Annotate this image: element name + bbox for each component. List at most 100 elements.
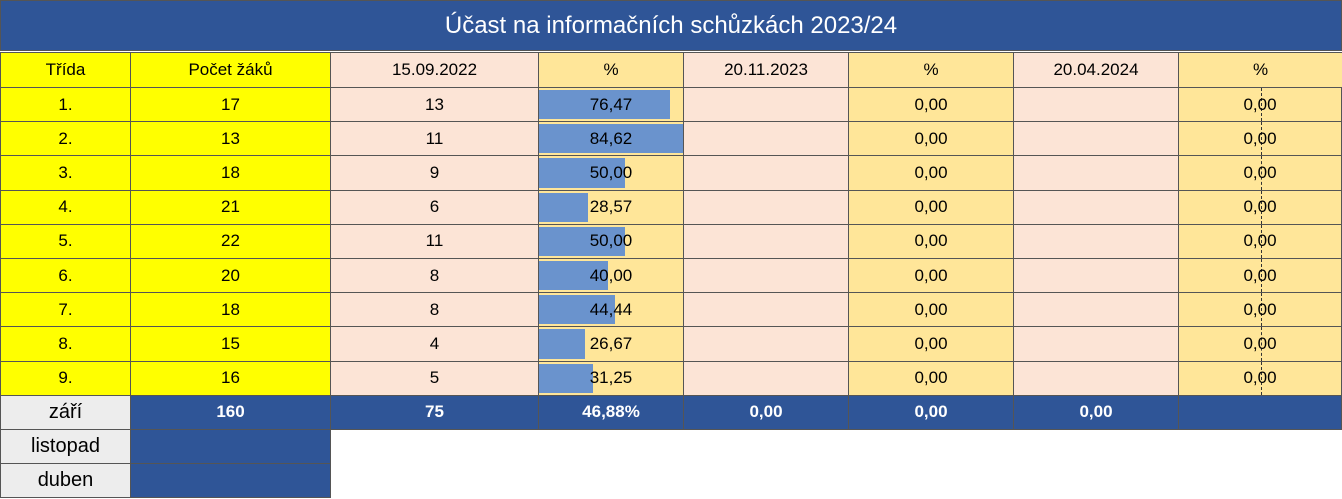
percent-cell: 0,00 — [1178, 292, 1342, 328]
summary-cell: 75 — [330, 394, 539, 430]
data-bar — [539, 124, 683, 154]
cell-text: září — [48, 400, 83, 423]
class-cell: 7. — [0, 292, 131, 328]
cell-text: 0,00 — [914, 162, 948, 182]
cell-text: 0,00 — [1243, 333, 1277, 353]
summary-cell: 0,00 — [1013, 394, 1179, 430]
cell-text: 15 — [221, 333, 240, 353]
cell-text: 0,00 — [1243, 368, 1277, 388]
cell-text: 50,00 — [589, 231, 633, 251]
percent-cell: 0,00 — [848, 223, 1014, 259]
count-cell: 21 — [130, 189, 331, 225]
cell-text: 160 — [216, 402, 245, 422]
summary-cell: 46,88% — [538, 394, 684, 430]
summary-label: září — [0, 394, 131, 430]
cell-text: 15.09.2022 — [391, 60, 478, 79]
cell-text: 1. — [58, 94, 73, 114]
present-cell — [683, 87, 849, 123]
cell-text: 6 — [429, 197, 440, 217]
present-cell — [683, 121, 849, 157]
count-cell: 15 — [130, 326, 331, 362]
present-cell — [1013, 155, 1179, 191]
data-bar — [539, 329, 585, 359]
present-cell: 13 — [330, 87, 539, 123]
cell-text: 0,00 — [914, 368, 948, 388]
count-cell: 18 — [130, 292, 331, 328]
cell-text: 8. — [58, 333, 73, 353]
class-cell: 6. — [0, 258, 131, 294]
present-cell: 9 — [330, 155, 539, 191]
cell-text: 26,67 — [589, 333, 633, 353]
column-header: Třída — [0, 52, 131, 88]
month-total — [130, 429, 331, 465]
percent-cell: 31,25 — [538, 360, 684, 396]
cell-text: 0,00 — [914, 128, 948, 148]
cell-text: 18 — [221, 162, 240, 182]
present-cell: 11 — [330, 223, 539, 259]
count-cell: 13 — [130, 121, 331, 157]
percent-cell: 40,00 — [538, 258, 684, 294]
present-cell — [1013, 292, 1179, 328]
cell-text: 0,00 — [914, 94, 948, 114]
percent-cell: 0,00 — [1178, 326, 1342, 362]
count-cell: 16 — [130, 360, 331, 396]
cell-text: 22 — [221, 231, 240, 251]
cell-text: 11 — [425, 231, 444, 251]
percent-cell: 0,00 — [1178, 155, 1342, 191]
bar-axis — [1261, 361, 1262, 395]
cell-text: 75 — [425, 402, 444, 422]
cell-text: 2. — [58, 128, 73, 148]
cell-text: 18 — [221, 299, 240, 319]
present-cell — [1013, 258, 1179, 294]
percent-cell: 26,67 — [538, 326, 684, 362]
data-bar — [539, 295, 616, 325]
count-cell: 18 — [130, 155, 331, 191]
percent-cell: 0,00 — [848, 360, 1014, 396]
cell-text: 0,00 — [914, 299, 948, 319]
summary-cell — [1178, 394, 1342, 430]
cell-text: 44,44 — [589, 299, 633, 319]
cell-text: 0,00 — [914, 265, 948, 285]
percent-cell: 0,00 — [848, 189, 1014, 225]
cell-text: 20 — [221, 265, 240, 285]
cell-text: % — [603, 60, 619, 79]
data-bar — [539, 158, 625, 188]
percent-cell: 0,00 — [848, 87, 1014, 123]
class-cell: 1. — [0, 87, 131, 123]
cell-text: 9. — [58, 368, 73, 388]
bar-axis — [1261, 190, 1262, 224]
cell-text: 0,00 — [1243, 299, 1277, 319]
data-bar — [539, 363, 593, 393]
bar-axis — [1261, 327, 1262, 361]
count-cell: 22 — [130, 223, 331, 259]
bar-axis — [1261, 122, 1262, 156]
month-total — [130, 463, 331, 499]
cell-text: 0,00 — [914, 197, 948, 217]
cell-text: 3. — [58, 162, 73, 182]
present-cell — [683, 258, 849, 294]
cell-text: 0,00 — [914, 231, 948, 251]
cell-text: 5. — [58, 231, 73, 251]
cell-text: 46,88% — [582, 402, 640, 422]
column-header: % — [848, 52, 1014, 88]
present-cell: 5 — [330, 360, 539, 396]
column-header: Počet žáků — [130, 52, 331, 88]
present-cell — [683, 155, 849, 191]
cell-text: 31,25 — [589, 368, 633, 388]
present-cell — [1013, 360, 1179, 396]
cell-text: 16 — [221, 368, 240, 388]
cell-text: 84,62 — [589, 128, 633, 148]
column-header: % — [1178, 52, 1342, 88]
cell-text: 21 — [221, 197, 240, 217]
count-cell: 17 — [130, 87, 331, 123]
present-cell — [683, 360, 849, 396]
present-cell: 8 — [330, 258, 539, 294]
class-cell: 5. — [0, 223, 131, 259]
class-cell: 2. — [0, 121, 131, 157]
cell-text: 13 — [221, 128, 240, 148]
percent-cell: 0,00 — [1178, 87, 1342, 123]
cell-text: 13 — [425, 94, 444, 114]
cell-text: 9 — [429, 162, 440, 182]
percent-cell: 0,00 — [848, 326, 1014, 362]
